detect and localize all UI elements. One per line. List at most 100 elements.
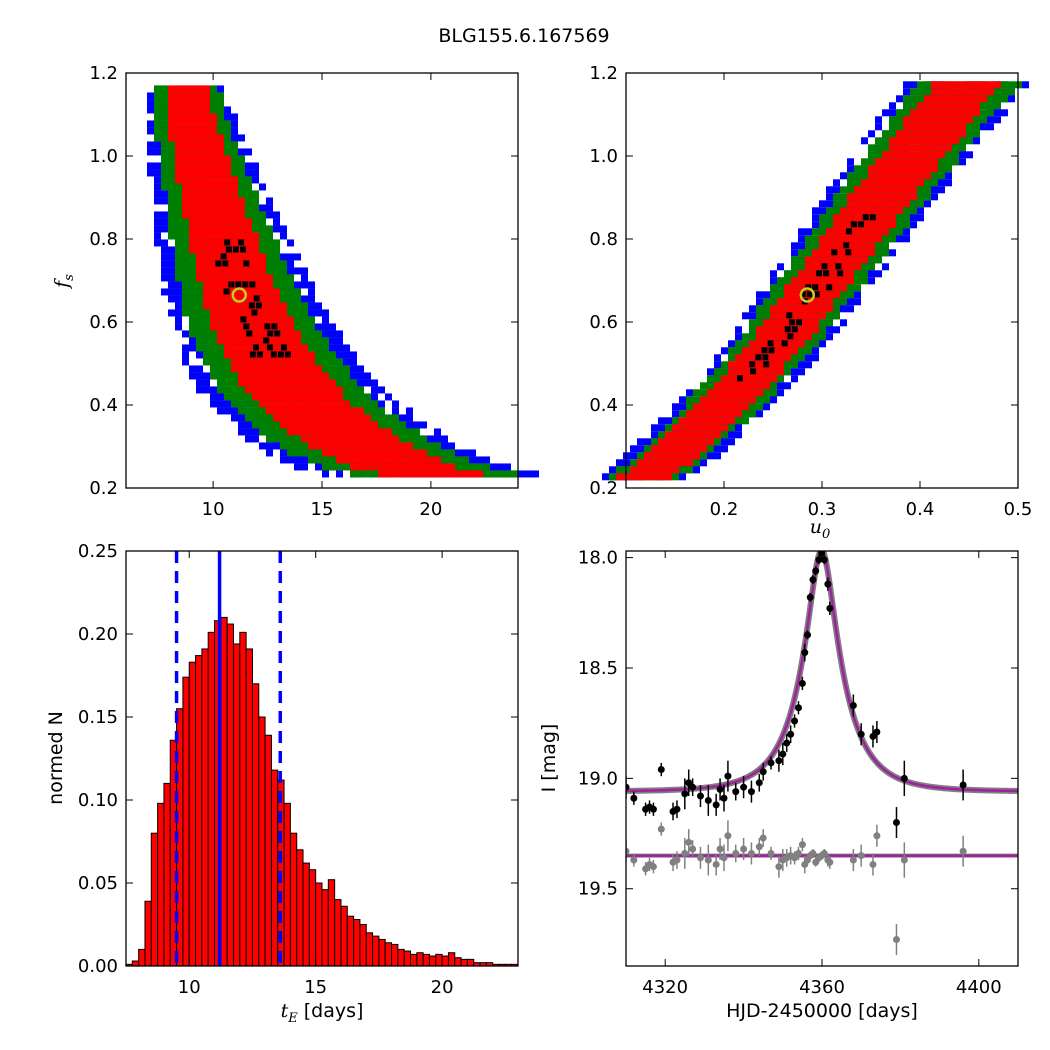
- heatmap-cell: [217, 134, 224, 142]
- heatmap-cell: [847, 235, 854, 243]
- heatmap-cell: [854, 298, 861, 306]
- data-point: [626, 783, 630, 791]
- heatmap-cell: [735, 361, 742, 369]
- heatmap-cell: [301, 358, 308, 366]
- heatmap-cell: [861, 158, 868, 166]
- heatmap-cell: [259, 309, 266, 317]
- heatmap-cell: [224, 309, 231, 317]
- heatmap-cell: [868, 277, 875, 285]
- heatmap-cell: [728, 396, 735, 404]
- heatmap-cell: [231, 414, 238, 422]
- heatmap-cell: [210, 113, 217, 121]
- heatmap-cell: [756, 319, 763, 327]
- heatmap-cell: [903, 102, 910, 110]
- heatmap-cell: [224, 141, 231, 149]
- heatmap-cell: [308, 393, 315, 401]
- heatmap-cell: [924, 137, 931, 145]
- heatmap-cell: [665, 424, 672, 432]
- heatmap-cell: [301, 316, 308, 324]
- heatmap-cell: [364, 463, 371, 471]
- heatmap-cell: [182, 295, 189, 303]
- heatmap-cell: [777, 333, 784, 341]
- heatmap-cell: [777, 361, 784, 369]
- heatmap-cell: [721, 361, 728, 369]
- heatmap-cell: [217, 127, 224, 135]
- heatmap-cell: [287, 316, 294, 324]
- heatmap-cell: [217, 99, 224, 107]
- heatmap-cell: [238, 162, 245, 170]
- heatmap-cell: [805, 228, 812, 236]
- heatmap-cell: [378, 407, 385, 415]
- heatmap-cell: [203, 281, 210, 289]
- heatmap-cell: [770, 382, 777, 390]
- heatmap-cell: [182, 211, 189, 219]
- heatmap-cell: [189, 337, 196, 345]
- heatmap-cell: [728, 410, 735, 418]
- heatmap-cell: [378, 456, 385, 464]
- heatmap-cell: [812, 228, 819, 236]
- heatmap-cell: [637, 445, 644, 453]
- heatmap-cell: [665, 466, 672, 474]
- heatmap-cell: [301, 435, 308, 443]
- heatmap-cell: [259, 393, 266, 401]
- heatmap-cell: [252, 225, 259, 233]
- heatmap-cell: [266, 295, 273, 303]
- heatmap-cell: [378, 442, 385, 450]
- heatmap-cell: [301, 393, 308, 401]
- heatmap-cell: [203, 134, 210, 142]
- heatmap-cell: [882, 200, 889, 208]
- heatmap-cell: [819, 242, 826, 250]
- heatmap-cell: [637, 473, 644, 481]
- heatmap-cell: [749, 319, 756, 327]
- heatmap-cell: [280, 267, 287, 275]
- heatmap-cell: [896, 193, 903, 201]
- heatmap-cell: [693, 410, 700, 418]
- heatmap-cell: [889, 172, 896, 180]
- heatmap-cell: [280, 400, 287, 408]
- heatmap-cell: [805, 305, 812, 313]
- heatmap-cell: [762, 354, 769, 361]
- heatmap-cell: [980, 95, 987, 103]
- heatmap-cell: [231, 393, 238, 401]
- heatmap-cell: [945, 158, 952, 166]
- data-point: [732, 788, 740, 796]
- heatmap-cell: [189, 323, 196, 331]
- heatmap-cell: [203, 372, 210, 380]
- histogram-bar: [207, 631, 216, 967]
- heatmap-cell: [189, 99, 196, 107]
- heatmap-cell: [203, 274, 210, 282]
- heatmap-cell: [630, 473, 637, 481]
- heatmap-cell: [847, 207, 854, 215]
- heatmap-cell: [196, 246, 203, 254]
- heatmap-cell: [266, 407, 273, 415]
- heatmap-cell: [217, 239, 224, 247]
- heatmap-cell: [868, 228, 875, 236]
- heatmap-cell: [175, 106, 182, 114]
- heatmap-cell: [770, 326, 777, 334]
- heatmap-cell: [322, 330, 329, 338]
- heatmap-cell: [175, 288, 182, 296]
- heatmap-cell: [917, 102, 924, 110]
- heatmap-cell: [490, 463, 497, 471]
- heatmap-cell: [847, 179, 854, 187]
- heatmap-cell: [210, 92, 217, 100]
- heatmap-cell: [154, 190, 161, 198]
- heatmap-cell: [770, 312, 777, 320]
- heatmap-cell: [756, 389, 763, 397]
- heatmap-cell: [210, 183, 217, 191]
- heatmap-cell: [378, 428, 385, 436]
- heatmap-cell: [742, 368, 749, 376]
- heatmap-cell: [994, 109, 1001, 117]
- heatmap-cell: [413, 435, 420, 443]
- heatmap-cell: [231, 337, 238, 345]
- heatmap-cell: [826, 221, 833, 229]
- heatmap-cell: [816, 270, 823, 277]
- heatmap-cell: [357, 428, 364, 436]
- heatmap-cell: [364, 372, 371, 380]
- heatmap-cell: [357, 449, 364, 457]
- heatmap-cell: [658, 445, 665, 453]
- heatmap-cell: [875, 221, 882, 229]
- heatmap-cell: [854, 186, 861, 194]
- heatmap-cell: [469, 456, 476, 464]
